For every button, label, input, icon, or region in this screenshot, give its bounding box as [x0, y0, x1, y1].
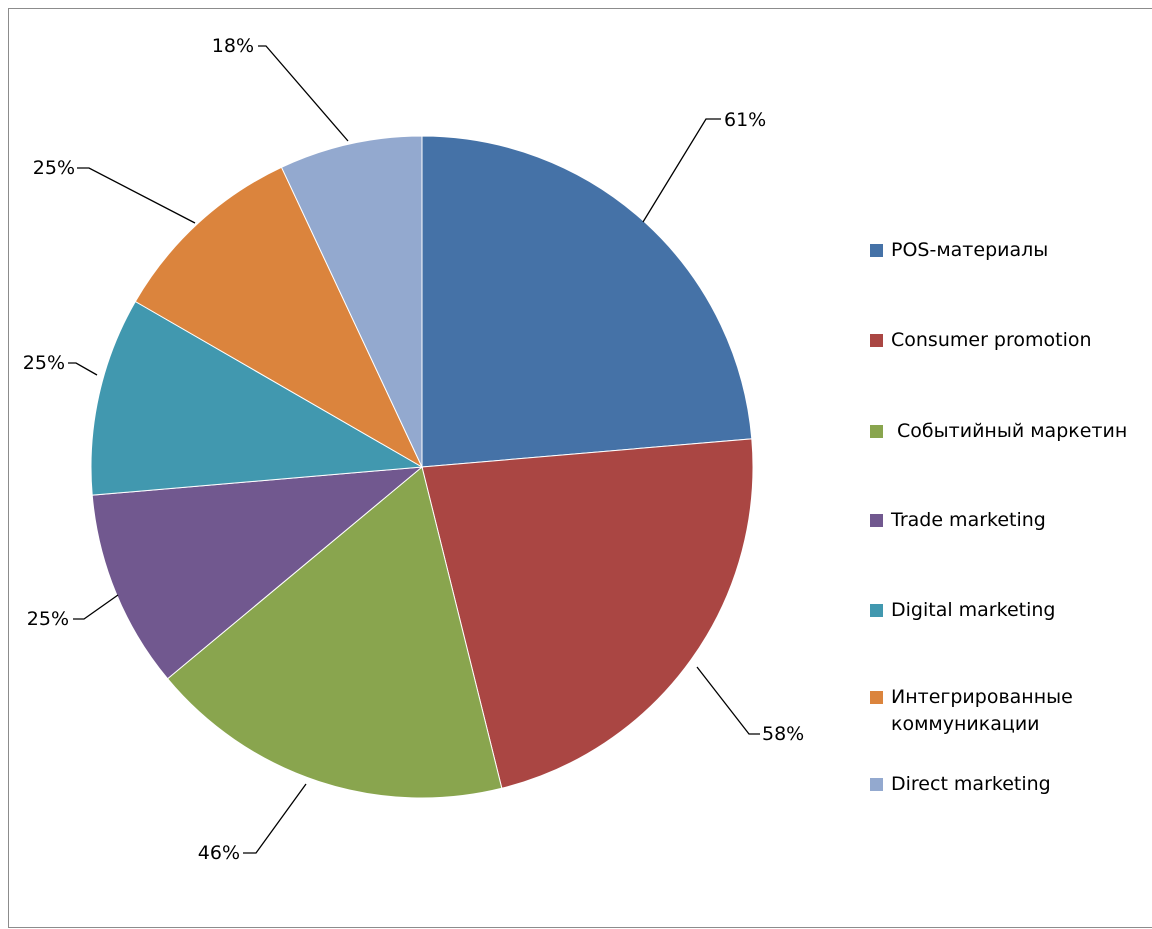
leader-line [73, 594, 119, 620]
legend-swatch [870, 691, 883, 704]
legend-item-trade-marketing: Trade marketing [870, 507, 1046, 534]
data-label: 18% [212, 35, 254, 57]
legend-item-pos: POS-материалы [870, 237, 1048, 264]
leader-line [258, 45, 349, 142]
legend-swatch [870, 334, 883, 347]
leader-line [243, 783, 307, 854]
legend-item-integrated-communications: Интегрированные коммуникации [870, 684, 1073, 738]
legend-swatch [870, 425, 883, 438]
slice-trade-marketing [91, 466, 424, 680]
legend-item-direct-marketing: Direct marketing [870, 771, 1051, 798]
data-label: 61% [724, 109, 766, 131]
legend-item-consumer-promotion: Consumer promotion [870, 327, 1092, 354]
legend-item-digital-marketing: Digital marketing [870, 597, 1055, 624]
legend-item-event-marketing: Событийный маркетин [870, 418, 1127, 445]
data-label: 25% [33, 157, 75, 179]
legend-label: Trade marketing [891, 509, 1046, 531]
legend-label: Direct marketing [891, 773, 1051, 795]
data-label: 25% [23, 352, 65, 374]
legend-swatch [870, 604, 883, 617]
slice-integrated-communications [134, 166, 424, 469]
leader-line [77, 167, 196, 224]
slice-digital-marketing [90, 300, 424, 496]
data-label: 46% [198, 842, 240, 864]
leader-line [68, 362, 98, 376]
legend-label: Интегрированные коммуникации [891, 686, 1073, 735]
legend-swatch [870, 244, 883, 257]
leader-line [642, 118, 721, 223]
leader-line [696, 666, 760, 735]
slice-consumer-promotion [421, 438, 754, 789]
chart-area: 61% 58% 46% 25% 25% 25% 18% POS-материалы Cons… [8, 8, 1152, 928]
legend-label: Digital marketing [891, 599, 1056, 621]
data-label: 25% [27, 608, 69, 630]
slice-event-marketing [166, 466, 503, 799]
slice-pos-materials [421, 135, 753, 468]
legend-swatch [870, 778, 883, 791]
legend-label: Событийный маркетин [891, 420, 1128, 442]
data-label: 58% [762, 723, 804, 745]
legend-label: Consumer promotion [891, 329, 1092, 351]
legend-label: POS-материалы [891, 239, 1049, 261]
slice-direct-marketing [280, 135, 423, 468]
legend-swatch [870, 514, 883, 527]
pie-chart: 61% 58% 46% 25% 25% 25% 18% [23, 35, 804, 864]
